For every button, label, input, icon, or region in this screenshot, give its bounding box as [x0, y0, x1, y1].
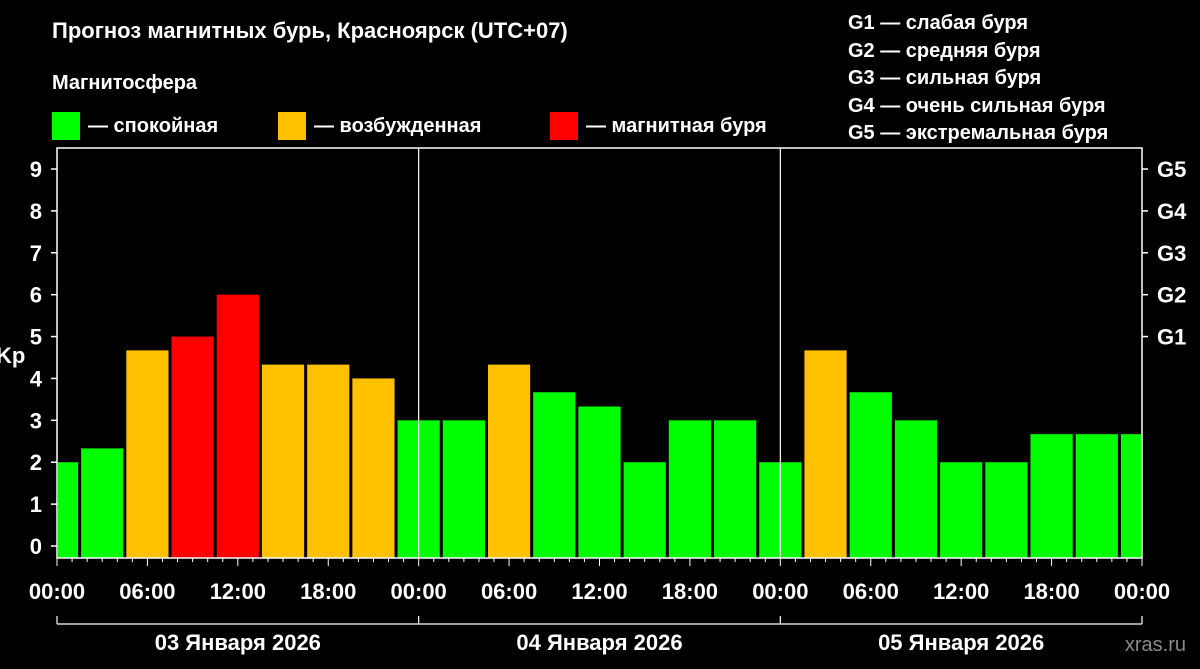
legend-item-storm: — магнитная буря	[550, 112, 767, 140]
kp-bar	[487, 364, 531, 558]
y-tick-label: 3	[30, 408, 42, 433]
legend-item-active: — возбужденная	[278, 112, 481, 140]
kp-bar	[442, 420, 485, 558]
y-tick-label: 4	[30, 366, 43, 391]
kp-bar	[1120, 434, 1141, 558]
legend-swatch-storm	[550, 112, 578, 140]
kp-bar	[1030, 434, 1073, 558]
kp-bar	[533, 392, 576, 558]
y-tick-label: 7	[30, 241, 42, 266]
y-axis-label: Kp	[0, 343, 25, 368]
g-scale-item-g2: G2 — средняя буря	[848, 39, 1041, 62]
kp-bar	[894, 420, 938, 558]
kp-bar	[714, 420, 757, 558]
kp-bar	[171, 336, 214, 558]
kp-bar	[578, 406, 621, 558]
x-tick-label: 00:00	[1114, 579, 1170, 604]
kp-bar	[849, 392, 892, 558]
right-tick-label: G1	[1157, 325, 1186, 350]
right-tick-label: G2	[1157, 283, 1186, 308]
kp-bar	[216, 294, 259, 558]
kp-bar	[940, 462, 983, 558]
x-tick-label: 00:00	[29, 579, 85, 604]
y-tick-label: 9	[30, 157, 42, 182]
day-label: 03 Января 2026	[155, 630, 321, 655]
x-tick-label: 18:00	[1023, 579, 1079, 604]
legend-item-quiet: — спокойная	[52, 112, 218, 140]
kp-bar	[58, 462, 79, 558]
kp-bar	[804, 350, 847, 558]
kp-bar	[126, 350, 169, 558]
g-scale-item-g4: G4 — очень сильная буря	[848, 94, 1106, 117]
x-tick-label: 18:00	[300, 579, 356, 604]
x-tick-label: 00:00	[391, 579, 447, 604]
legend-title: Магнитосфера	[52, 72, 198, 94]
kp-bar	[352, 378, 395, 558]
y-tick-label: 1	[30, 492, 42, 517]
kp-bar	[81, 448, 124, 558]
g-scale-item-g3: G3 — сильная буря	[848, 67, 1042, 89]
legend-swatch-quiet	[52, 112, 80, 140]
watermark: xras.ru	[1124, 634, 1186, 656]
legend-swatch-active	[278, 112, 306, 140]
kp-bar	[307, 364, 350, 558]
legend-label-quiet: — спокойная	[88, 114, 219, 137]
y-tick-label: 8	[30, 199, 42, 224]
y-tick-label: 5	[30, 325, 42, 350]
x-tick-label: 18:00	[662, 579, 718, 604]
day-label: 05 Января 2026	[878, 630, 1044, 655]
x-tick-label: 06:00	[119, 579, 175, 604]
x-tick-label: 12:00	[571, 579, 627, 604]
y-tick-label: 2	[30, 450, 42, 475]
kp-bar	[1075, 434, 1118, 558]
kp-bar	[623, 462, 666, 558]
x-tick-label: 06:00	[481, 579, 537, 604]
x-tick-label: 12:00	[210, 579, 266, 604]
right-tick-label: G3	[1157, 241, 1186, 266]
y-tick-label: 0	[30, 534, 42, 559]
right-tick-label: G4	[1157, 199, 1187, 224]
g-scale-item-g1: G1 — слабая буря	[848, 12, 1029, 34]
kp-bar	[985, 462, 1028, 558]
day-label: 04 Января 2026	[516, 630, 682, 655]
right-tick-label: G5	[1157, 157, 1186, 182]
x-tick-label: 12:00	[933, 579, 989, 604]
x-tick-label: 06:00	[843, 579, 899, 604]
x-tick-label: 00:00	[752, 579, 808, 604]
g-scale-legend: G1 — слабая буря G2 — средняя буря G3 — …	[848, 10, 1108, 148]
y-tick-label: 6	[30, 283, 42, 308]
legend-label-storm: — магнитная буря	[586, 114, 767, 137]
chart-title: Прогноз магнитных бурь, Красноярск (UTC+…	[52, 18, 568, 43]
kp-bar	[261, 364, 305, 558]
g-scale-item-g5: G5 — экстремальная буря	[848, 122, 1109, 144]
kp-bar	[668, 420, 712, 558]
legend-label-active: — возбужденная	[314, 114, 482, 137]
